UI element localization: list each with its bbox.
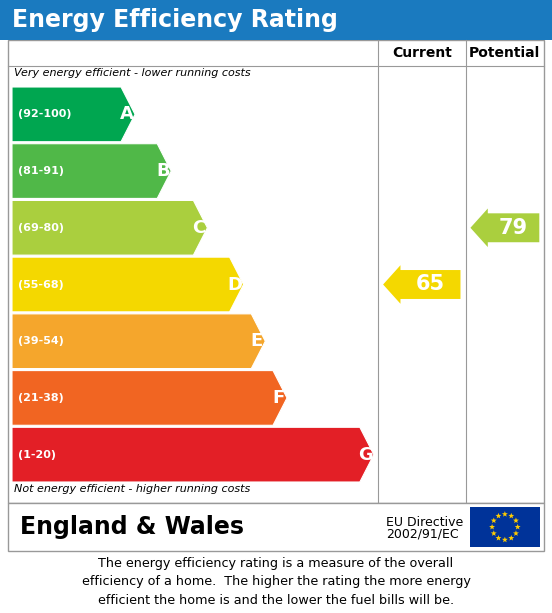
Text: 79: 79 <box>499 218 528 238</box>
Text: (92-100): (92-100) <box>18 109 72 120</box>
Polygon shape <box>496 513 501 519</box>
Text: 65: 65 <box>416 275 445 294</box>
Polygon shape <box>489 524 495 530</box>
Polygon shape <box>502 537 508 543</box>
Text: A: A <box>120 105 134 123</box>
Text: 2002/91/EC: 2002/91/EC <box>386 528 459 541</box>
Text: B: B <box>156 162 169 180</box>
Polygon shape <box>383 265 460 304</box>
Bar <box>0 0 552 40</box>
Text: (21-38): (21-38) <box>18 393 63 403</box>
Text: EU Directive: EU Directive <box>386 516 463 528</box>
Polygon shape <box>491 530 497 536</box>
Polygon shape <box>12 371 287 425</box>
Text: The energy efficiency rating is a measure of the overall
efficiency of a home.  : The energy efficiency rating is a measur… <box>82 557 470 607</box>
Text: (55-68): (55-68) <box>18 280 63 289</box>
Text: F: F <box>273 389 285 407</box>
Text: Energy Efficiency Rating: Energy Efficiency Rating <box>12 8 338 32</box>
Text: C: C <box>192 219 205 237</box>
Text: Not energy efficient - higher running costs: Not energy efficient - higher running co… <box>14 484 250 494</box>
Polygon shape <box>491 517 497 523</box>
Text: (39-54): (39-54) <box>18 336 64 346</box>
Text: Potential: Potential <box>469 46 540 60</box>
Polygon shape <box>12 427 374 482</box>
Text: G: G <box>358 446 373 463</box>
Polygon shape <box>508 513 514 519</box>
Polygon shape <box>12 143 171 199</box>
Bar <box>470 507 540 547</box>
Text: England & Wales: England & Wales <box>20 515 244 539</box>
Polygon shape <box>12 87 135 142</box>
Polygon shape <box>470 208 539 247</box>
Text: (1-20): (1-20) <box>18 450 56 460</box>
Text: Very energy efficient - lower running costs: Very energy efficient - lower running co… <box>14 68 251 78</box>
Polygon shape <box>513 530 519 536</box>
Polygon shape <box>513 517 519 523</box>
Polygon shape <box>508 535 514 541</box>
Polygon shape <box>502 511 508 517</box>
Text: E: E <box>251 332 263 350</box>
Polygon shape <box>515 524 521 530</box>
Text: Current: Current <box>392 46 452 60</box>
Bar <box>8 40 544 503</box>
Polygon shape <box>496 535 501 541</box>
Text: D: D <box>227 275 243 294</box>
Text: (69-80): (69-80) <box>18 223 64 233</box>
Bar <box>8 503 544 551</box>
Polygon shape <box>12 314 266 368</box>
Polygon shape <box>12 257 243 312</box>
Text: (81-91): (81-91) <box>18 166 64 176</box>
Polygon shape <box>12 200 208 255</box>
